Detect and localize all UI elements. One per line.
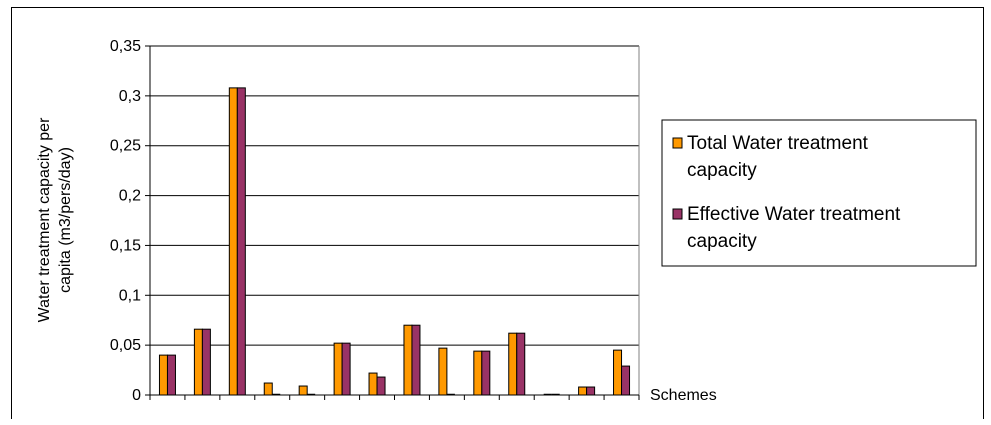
y-axis-title-line: capita (m3/pers/day) — [57, 147, 74, 293]
bar-effective — [376, 376, 386, 396]
bar-total — [613, 349, 623, 396]
legend: Total Water treatment capacity Effective W… — [661, 119, 977, 267]
bar-total — [508, 332, 518, 396]
y-tick-label: 0,25 — [110, 138, 141, 155]
bar-effective — [516, 332, 526, 396]
bar-total — [193, 328, 203, 396]
y-tick-label: 0 — [132, 387, 141, 404]
bar-effective — [481, 350, 491, 396]
y-tick-label: 0,05 — [110, 337, 141, 354]
bar-total — [333, 342, 343, 396]
bar-total — [473, 350, 483, 396]
bar-total — [298, 385, 308, 396]
bar-total — [228, 87, 238, 396]
bar-effective — [341, 342, 351, 396]
bar-total — [403, 324, 413, 396]
legend-swatch-total — [672, 137, 683, 149]
bar-effective — [201, 328, 211, 396]
legend-label-total: Total Water treatment — [687, 133, 869, 154]
bar-effective — [621, 365, 631, 396]
chart-svg: 0 0,05 0,1 0,15 0,2 0,25 0,3 0,35 Water treatme… — [36, 38, 977, 404]
y-tick-label: 0,1 — [119, 287, 141, 304]
bar-effective — [586, 386, 596, 396]
y-tick-label: 0,3 — [119, 88, 141, 105]
x-axis-title: Schemes — [650, 387, 717, 404]
bars — [158, 87, 631, 396]
y-tick-label: 0,15 — [110, 237, 141, 254]
y-tick-label: 0,2 — [119, 188, 141, 205]
legend-label-total: capacity — [687, 160, 757, 181]
bar-effective — [236, 87, 246, 396]
bar-total — [263, 382, 273, 396]
axes: 0 0,05 0,1 0,15 0,2 0,25 0,3 0,35 — [110, 38, 640, 404]
chart-frame: 0 0,05 0,1 0,15 0,2 0,25 0,3 0,35 Water treatme… — [11, 7, 984, 419]
bar-effective — [166, 354, 176, 396]
legend-label-effective: Effective Water treatment — [687, 204, 901, 225]
bar-total — [158, 354, 168, 396]
y-axis-title: Water treatment capacity per capita (m3/p… — [36, 117, 74, 322]
gridlines — [150, 45, 640, 395]
bar-total — [438, 347, 448, 396]
y-axis-title-line: Water treatment capacity per — [36, 117, 53, 322]
legend-swatch-effective — [672, 208, 683, 220]
y-tick-label: 0,35 — [110, 38, 141, 55]
legend-box — [661, 119, 977, 267]
bar-total — [578, 386, 588, 396]
bar-total — [368, 372, 378, 396]
legend-label-effective: capacity — [687, 231, 757, 252]
bar-effective — [411, 324, 421, 396]
